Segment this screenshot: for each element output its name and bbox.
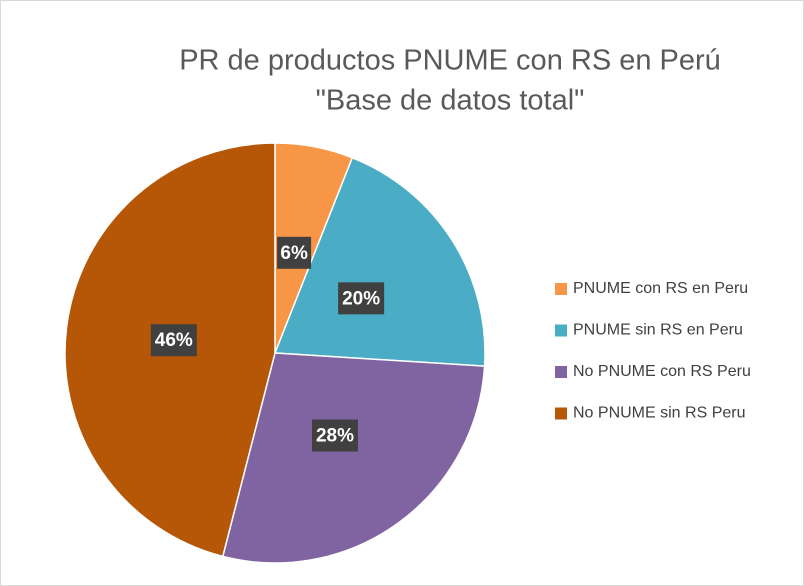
legend-label: PNUME sin RS en Peru: [573, 322, 743, 339]
data-label: 6%: [280, 243, 308, 264]
chart-title: PR de productos PNUME con RS en Perú: [179, 45, 721, 77]
data-label-box: [150, 324, 197, 357]
legend-swatch: [555, 407, 567, 420]
pie-slice: [273, 156, 486, 367]
data-label-box: [311, 419, 358, 452]
legend-label: PNUME con RS en Peru: [573, 280, 748, 297]
data-label: 28%: [316, 426, 354, 447]
chart-title: "Base de datos total": [316, 85, 585, 117]
legend-swatch: [555, 366, 567, 378]
legend-label: No PNUME con RS Peru: [573, 363, 751, 380]
data-label-box: [338, 282, 385, 315]
legend-label: No PNUME sin RS Peru: [573, 405, 746, 422]
legend-swatch: [555, 324, 567, 337]
data-label: 46%: [155, 330, 193, 351]
legend-swatch: [555, 283, 567, 295]
data-label: 20%: [342, 288, 380, 309]
pie-slice: [221, 352, 486, 564]
data-label-box: [277, 236, 312, 269]
